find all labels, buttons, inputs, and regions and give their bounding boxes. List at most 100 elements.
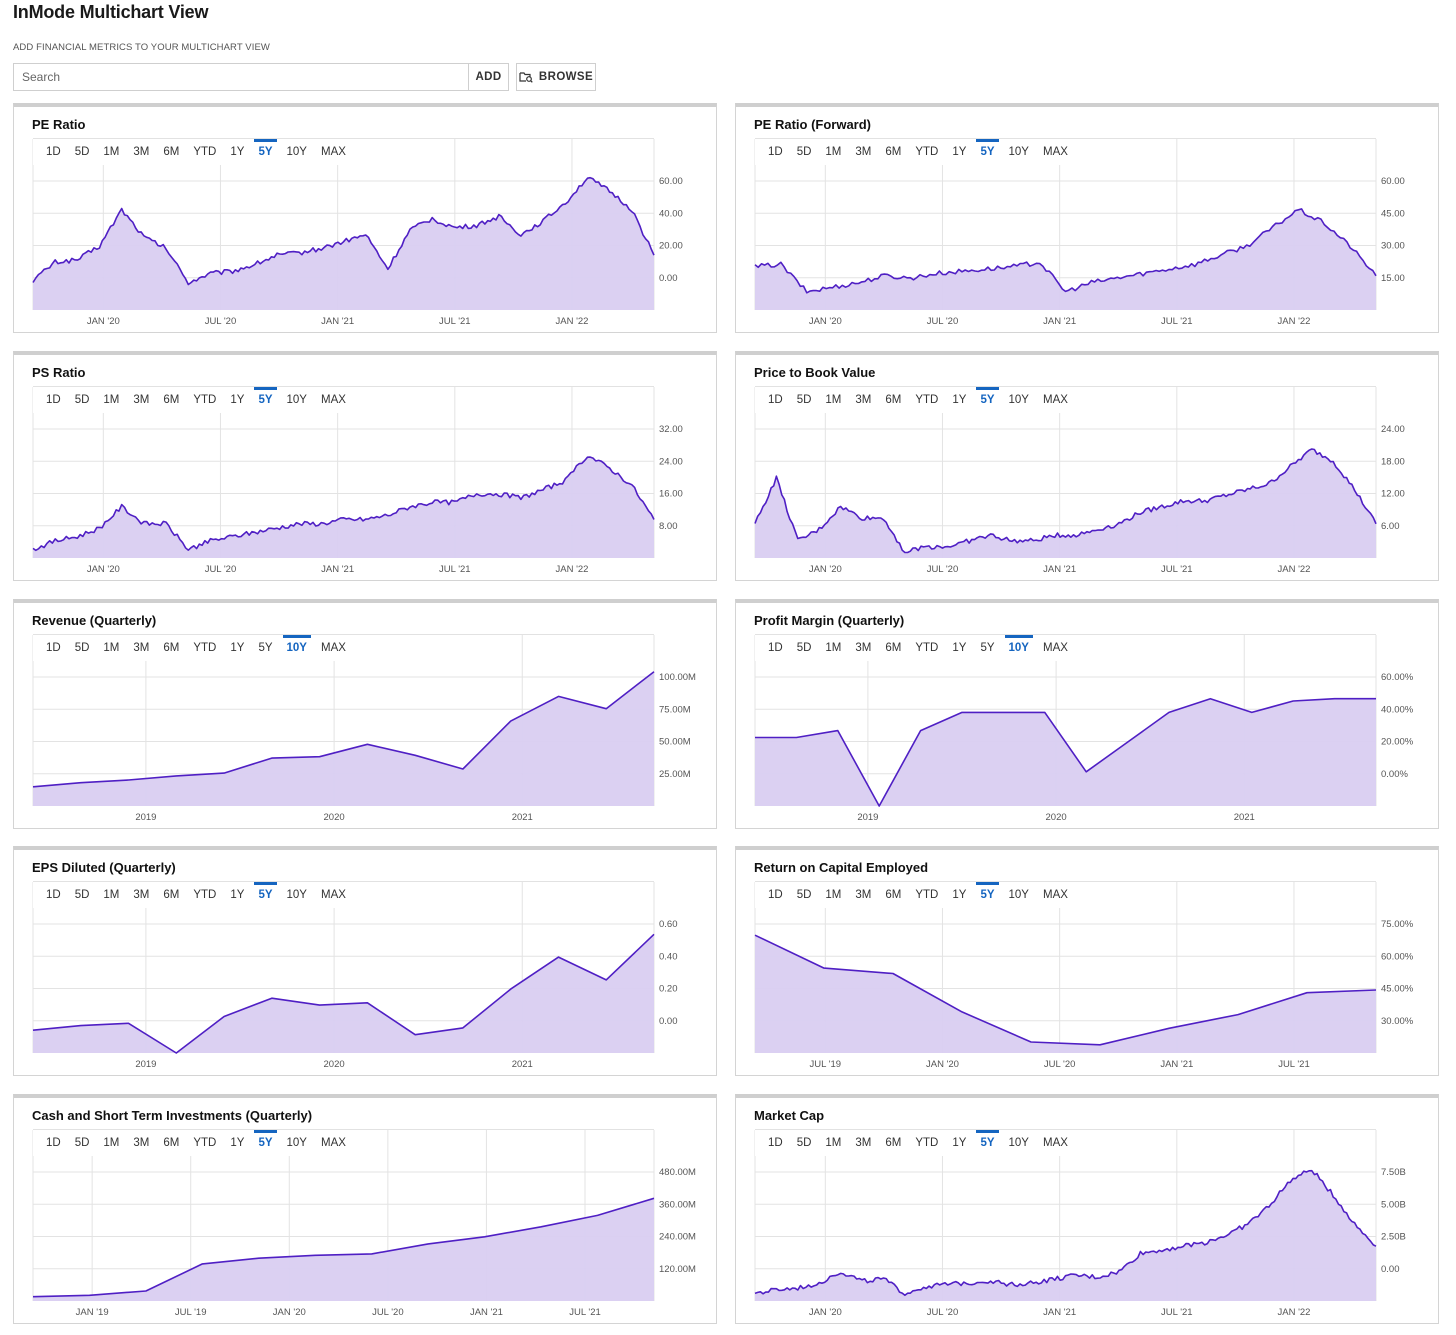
range-button-5d[interactable]: 5D (74, 642, 90, 654)
range-button-1d[interactable]: 1D (768, 146, 783, 158)
range-button-3m[interactable]: 3M (855, 394, 872, 406)
range-button-1y[interactable]: 1Y (230, 394, 245, 406)
range-button-max[interactable]: MAX (1042, 889, 1068, 901)
range-button-max[interactable]: MAX (320, 1137, 346, 1149)
range-button-ytd[interactable]: YTD (915, 642, 939, 654)
range-button-3m[interactable]: 3M (855, 1137, 872, 1149)
range-button-1m[interactable]: 1M (825, 146, 842, 158)
range-button-ytd[interactable]: YTD (193, 642, 217, 654)
range-button-3m[interactable]: 3M (133, 642, 150, 654)
range-button-5y[interactable]: 5Y (973, 387, 1001, 413)
range-button-ytd[interactable]: YTD (193, 889, 217, 901)
range-button-max[interactable]: MAX (1042, 146, 1068, 158)
range-button-ytd[interactable]: YTD (915, 394, 939, 406)
range-button-max[interactable]: MAX (1042, 1137, 1068, 1149)
range-button-1d[interactable]: 1D (46, 394, 61, 406)
range-button-5y[interactable]: 5Y (973, 139, 1001, 165)
range-button-5y[interactable]: 5Y (973, 1130, 1001, 1156)
range-button-1d[interactable]: 1D (768, 1137, 783, 1149)
range-button-1m[interactable]: 1M (825, 889, 842, 901)
range-button-max[interactable]: MAX (320, 642, 346, 654)
range-button-1d[interactable]: 1D (46, 889, 61, 901)
range-button-3m[interactable]: 3M (855, 642, 872, 654)
range-button-10y[interactable]: 10Y (286, 889, 307, 901)
range-button-5d[interactable]: 5D (74, 394, 90, 406)
range-button-5y[interactable]: 5Y (251, 882, 279, 908)
range-button-5d[interactable]: 5D (796, 394, 812, 406)
range-button-1d[interactable]: 1D (768, 394, 783, 406)
range-button-10y[interactable]: 10Y (1008, 146, 1029, 158)
range-button-5d[interactable]: 5D (74, 146, 90, 158)
range-button-5d[interactable]: 5D (74, 1137, 90, 1149)
range-button-10y[interactable]: 10Y (1008, 394, 1029, 406)
range-button-max[interactable]: MAX (1042, 642, 1068, 654)
range-button-5d[interactable]: 5D (74, 889, 90, 901)
range-button-max[interactable]: MAX (320, 394, 346, 406)
range-button-3m[interactable]: 3M (133, 1137, 150, 1149)
range-button-1m[interactable]: 1M (103, 642, 120, 654)
range-button-10y[interactable]: 10Y (1008, 889, 1029, 901)
range-button-ytd[interactable]: YTD (915, 146, 939, 158)
range-button-5y[interactable]: 5Y (251, 387, 279, 413)
range-button-5d[interactable]: 5D (796, 889, 812, 901)
range-button-1y[interactable]: 1Y (230, 1137, 245, 1149)
range-button-1y[interactable]: 1Y (230, 889, 245, 901)
range-button-1d[interactable]: 1D (46, 642, 61, 654)
range-button-1m[interactable]: 1M (103, 889, 120, 901)
range-button-ytd[interactable]: YTD (193, 1137, 217, 1149)
range-button-10y[interactable]: 10Y (1002, 635, 1036, 661)
range-button-1y[interactable]: 1Y (230, 146, 245, 158)
range-button-1d[interactable]: 1D (46, 146, 61, 158)
range-button-1y[interactable]: 1Y (952, 394, 967, 406)
range-button-10y[interactable]: 10Y (1008, 1137, 1029, 1149)
range-button-1m[interactable]: 1M (103, 1137, 120, 1149)
add-button[interactable]: ADD (468, 64, 508, 90)
search-input[interactable] (14, 64, 468, 90)
range-button-5y[interactable]: 5Y (258, 642, 273, 654)
range-button-1d[interactable]: 1D (768, 642, 783, 654)
range-button-6m[interactable]: 6M (163, 146, 180, 158)
range-button-5y[interactable]: 5Y (973, 882, 1001, 908)
range-button-6m[interactable]: 6M (885, 642, 902, 654)
range-button-6m[interactable]: 6M (885, 889, 902, 901)
range-button-ytd[interactable]: YTD (915, 889, 939, 901)
range-button-1m[interactable]: 1M (825, 1137, 842, 1149)
range-button-max[interactable]: MAX (320, 889, 346, 901)
range-button-1y[interactable]: 1Y (230, 642, 245, 654)
range-button-3m[interactable]: 3M (855, 146, 872, 158)
range-button-10y[interactable]: 10Y (280, 635, 314, 661)
range-button-6m[interactable]: 6M (163, 1137, 180, 1149)
range-button-6m[interactable]: 6M (885, 394, 902, 406)
range-button-3m[interactable]: 3M (133, 889, 150, 901)
range-button-1m[interactable]: 1M (103, 394, 120, 406)
range-button-ytd[interactable]: YTD (193, 146, 217, 158)
range-button-5d[interactable]: 5D (796, 1137, 812, 1149)
range-button-6m[interactable]: 6M (163, 394, 180, 406)
range-button-1y[interactable]: 1Y (952, 146, 967, 158)
range-button-5y[interactable]: 5Y (251, 1130, 279, 1156)
range-button-1d[interactable]: 1D (46, 1137, 61, 1149)
range-button-1y[interactable]: 1Y (952, 642, 967, 654)
range-button-1y[interactable]: 1Y (952, 889, 967, 901)
range-button-6m[interactable]: 6M (163, 642, 180, 654)
range-button-5d[interactable]: 5D (796, 642, 812, 654)
range-button-5d[interactable]: 5D (796, 146, 812, 158)
range-button-max[interactable]: MAX (320, 146, 346, 158)
range-button-max[interactable]: MAX (1042, 394, 1068, 406)
range-button-6m[interactable]: 6M (885, 146, 902, 158)
range-button-1m[interactable]: 1M (825, 394, 842, 406)
range-button-3m[interactable]: 3M (133, 146, 150, 158)
range-button-10y[interactable]: 10Y (286, 146, 307, 158)
range-button-3m[interactable]: 3M (855, 889, 872, 901)
range-button-5y[interactable]: 5Y (980, 642, 995, 654)
range-button-10y[interactable]: 10Y (286, 1137, 307, 1149)
range-button-10y[interactable]: 10Y (286, 394, 307, 406)
range-button-6m[interactable]: 6M (163, 889, 180, 901)
browse-button[interactable]: BROWSE (516, 63, 596, 91)
range-button-1m[interactable]: 1M (103, 146, 120, 158)
range-button-ytd[interactable]: YTD (915, 1137, 939, 1149)
range-button-1d[interactable]: 1D (768, 889, 783, 901)
range-button-1m[interactable]: 1M (825, 642, 842, 654)
range-button-ytd[interactable]: YTD (193, 394, 217, 406)
range-button-6m[interactable]: 6M (885, 1137, 902, 1149)
